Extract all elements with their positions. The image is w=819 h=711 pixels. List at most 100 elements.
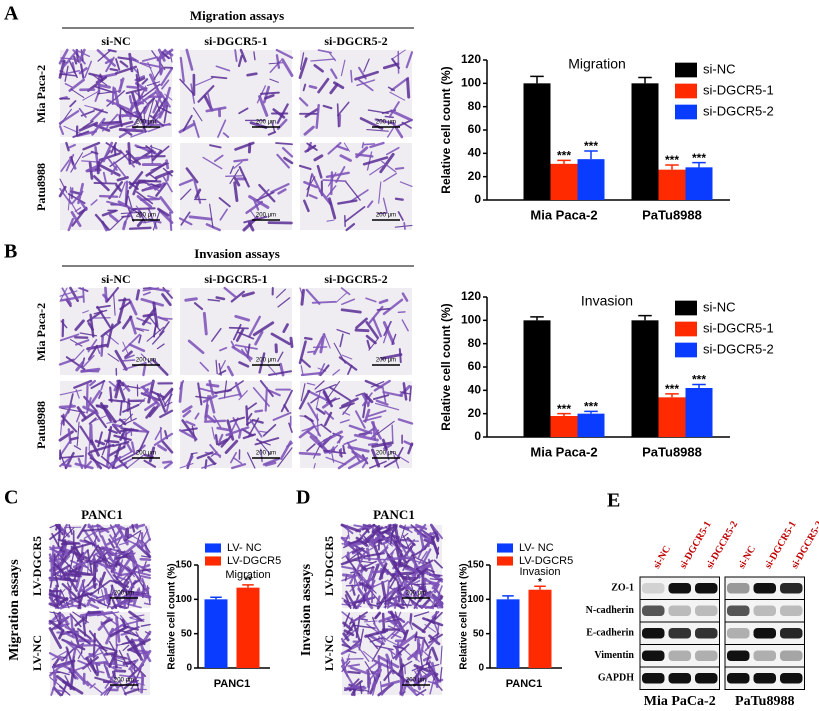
scale-bar-label: 200 μm [136,358,156,364]
cell [136,146,150,149]
scale-bar-label: 200 μm [376,451,396,457]
cell [413,665,424,680]
row-label: Patu8988 [34,163,48,211]
panel-heading: Invasion assays [194,246,280,261]
scale-bar-label: 200 μm [406,591,426,597]
cell [62,618,69,626]
cell [353,524,372,530]
cell [389,619,402,625]
cell [74,616,87,627]
cell [180,188,192,201]
cell [120,359,136,362]
cell [139,210,147,224]
cell [96,90,122,95]
x-tick-label: PaTu8988 [642,444,702,459]
cell [373,379,391,392]
cell [313,336,324,355]
cell [160,67,174,87]
cell [145,526,151,541]
cell [129,315,137,335]
cell [117,384,141,390]
cell [341,573,357,578]
cell [298,451,321,456]
cell [111,670,117,680]
cell [101,209,117,217]
cell [400,538,408,541]
cell [391,424,394,443]
cell [113,87,120,108]
panel-letter: D [296,487,310,509]
cell [65,356,86,371]
cell [325,171,350,178]
cell [359,681,363,695]
cell [210,327,222,342]
cell [355,392,364,397]
cell [431,646,439,662]
cell [151,358,169,376]
cell [140,672,144,685]
cell [109,534,121,552]
cell [340,659,349,678]
cell [82,354,95,368]
cell [179,462,194,469]
error-bar [638,76,652,84]
cell [136,68,141,82]
cell [345,223,356,232]
error-bar [534,585,546,590]
cell [372,421,377,441]
cell [185,420,196,427]
cell [117,559,124,578]
cell [275,142,293,146]
cell [69,100,77,108]
cell [70,152,83,173]
cell [138,431,149,452]
cell [142,291,151,296]
cell [110,579,120,584]
blot-band [780,673,803,684]
cell [328,446,335,455]
cell [163,461,174,470]
cell [229,169,240,185]
bar [204,599,228,668]
cell [367,603,380,608]
cell [362,415,382,422]
cell [403,526,422,529]
cell [238,361,250,368]
cell [383,545,399,562]
cell [90,389,101,404]
cell [368,544,379,551]
cell [402,551,415,572]
blot-band [727,673,750,684]
blot-band [753,650,776,661]
cell [80,645,83,654]
cell [405,683,418,697]
legend-swatch [675,104,697,120]
cell [142,103,150,115]
cell [124,626,140,634]
cell [68,569,94,576]
cell [58,125,65,135]
cell [326,219,335,222]
cell [416,638,421,655]
error-bar [557,412,571,416]
micrograph: 200 μm [178,141,294,232]
cell [387,127,394,138]
cell [70,155,75,165]
cell [139,62,161,68]
cell [118,541,130,546]
cell [374,118,395,125]
cell [410,556,419,569]
lane-label: si-NC [651,544,673,571]
cell [373,622,387,643]
cell [82,120,94,129]
y-tick-label: 20 [468,169,482,183]
cell [139,197,161,201]
cell [300,358,311,368]
cell [138,334,142,344]
cell [98,194,119,198]
cell [364,379,383,389]
significance-label: ** [244,576,252,587]
scale-bar-label: 200 μm [114,678,134,684]
cell [59,577,78,583]
cell [375,420,395,436]
